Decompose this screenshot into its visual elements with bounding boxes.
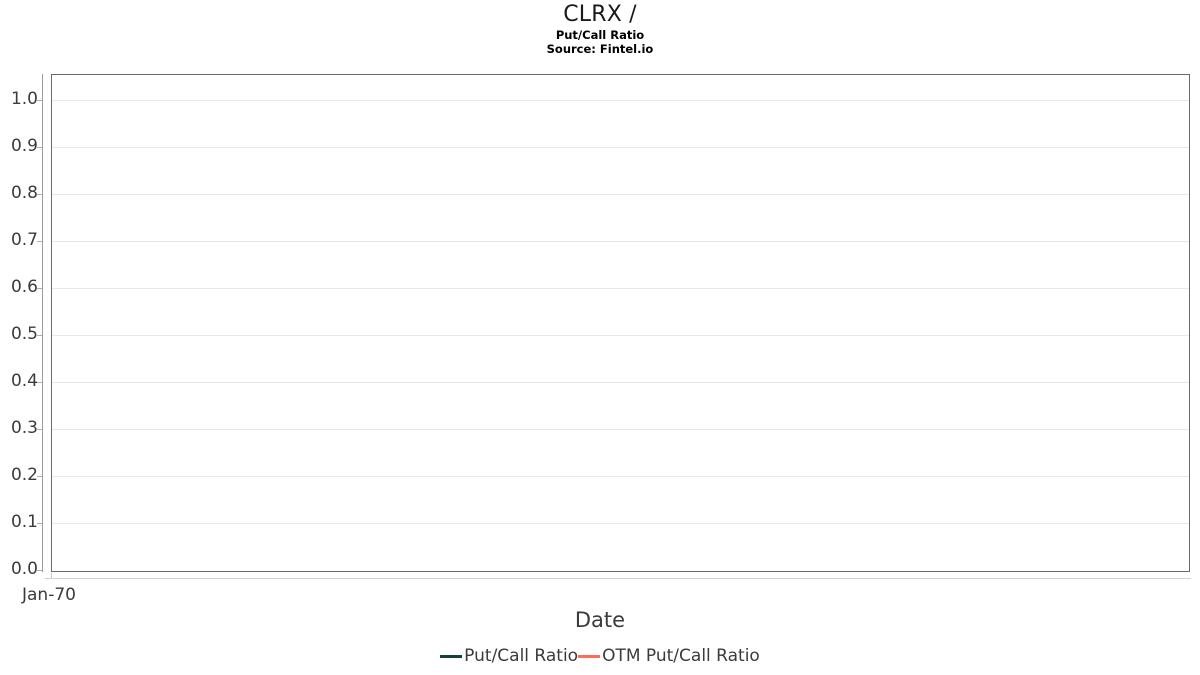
y-tick-label: 0.3 (10, 418, 38, 438)
x-tick-label: Jan-70 (22, 585, 76, 605)
gridline (52, 100, 1189, 101)
y-tick-mark (37, 335, 42, 336)
legend-swatch-put-call-ratio (440, 654, 463, 658)
y-tick-label: 0.4 (10, 371, 38, 391)
y-tick-mark (37, 382, 42, 383)
x-axis-title: Date (574, 608, 626, 632)
gridline (52, 523, 1189, 524)
y-tick-label: 0.9 (10, 136, 38, 156)
gridline (52, 335, 1189, 336)
y-tick-label: 0.2 (10, 465, 38, 485)
y-tick-label: 0.0 (10, 559, 38, 579)
y-tick-mark (37, 100, 42, 101)
y-tick-label: 0.5 (10, 324, 38, 344)
gridline (52, 288, 1189, 289)
y-tick-mark (37, 523, 42, 524)
gridline (52, 476, 1189, 477)
plot-area (51, 74, 1190, 572)
x-axis-spine (45, 578, 1191, 579)
legend-label-put-call-ratio: Put/Call Ratio (464, 646, 579, 666)
y-tick-label: 0.8 (10, 183, 38, 203)
chart-title-block: CLRX / Put/Call Ratio Source: Fintel.io (0, 2, 1200, 56)
y-axis-spine (42, 74, 43, 572)
legend-label-otm-put-call-ratio: OTM Put/Call Ratio (602, 646, 760, 666)
chart-legend: Put/Call Ratio OTM Put/Call Ratio (0, 646, 1200, 666)
y-tick-mark (37, 147, 42, 148)
gridline (52, 429, 1189, 430)
y-tick-label: 0.6 (10, 277, 38, 297)
gridline (52, 194, 1189, 195)
y-tick-label: 0.1 (10, 512, 38, 532)
page-title: CLRX / (563, 2, 637, 27)
y-tick-mark (37, 288, 42, 289)
gridline (52, 241, 1189, 242)
gridline (52, 147, 1189, 148)
y-tick-mark (37, 429, 42, 430)
legend-item-put-call-ratio[interactable]: Put/Call Ratio (440, 646, 578, 666)
y-tick-mark (37, 194, 42, 195)
data-series-layer (52, 75, 1189, 571)
y-tick-mark (37, 241, 42, 242)
y-tick-label: 0.7 (10, 230, 38, 250)
y-tick-label: 1.0 (10, 89, 38, 109)
legend-item-otm-put-call-ratio[interactable]: OTM Put/Call Ratio (578, 646, 760, 666)
legend-swatch-otm-put-call-ratio (578, 654, 601, 658)
chart-subtitle: Put/Call Ratio (555, 28, 645, 42)
y-tick-mark (37, 570, 42, 571)
chart-source-label: Source: Fintel.io (546, 42, 654, 56)
gridline (52, 382, 1189, 383)
x-tick-mark (51, 573, 52, 578)
y-tick-mark (37, 476, 42, 477)
